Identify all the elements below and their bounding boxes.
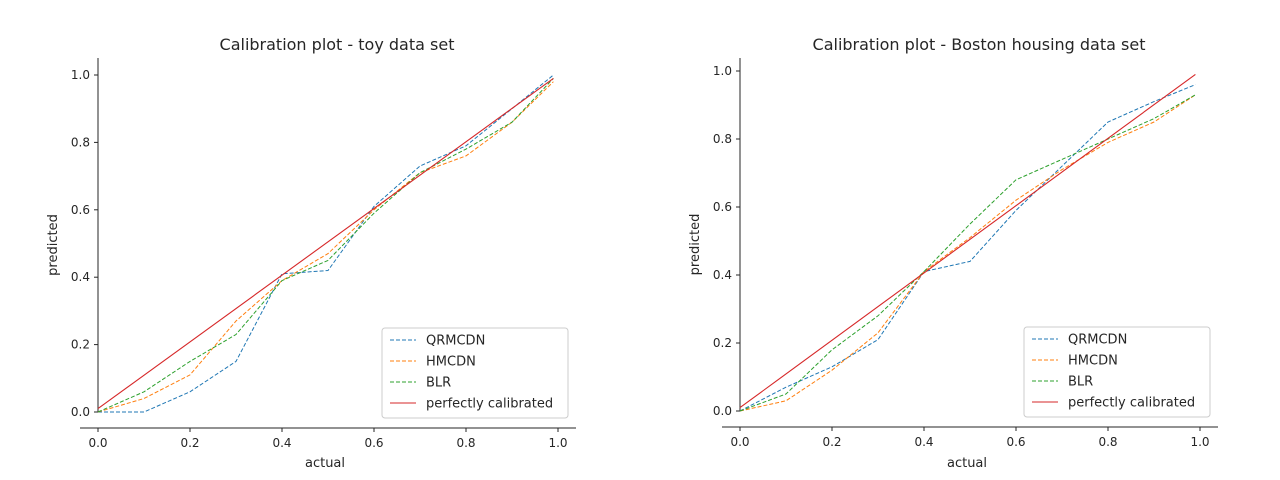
x-tick-label: 0.6 [1006, 435, 1025, 449]
y-tick-label: 0.4 [71, 270, 90, 284]
series-line-qrmcdn [98, 74, 554, 413]
series-line-perfectly-calibrated [739, 73, 1196, 409]
y-tick-label: 0.8 [713, 132, 732, 146]
x-tick-label: 0.4 [272, 436, 291, 450]
legend-entry-label: QRMCDN [426, 334, 485, 349]
legend-entry-label: perfectly calibrated [426, 397, 553, 412]
legend-entry-label: QRMCDN [1068, 333, 1127, 348]
x-tick-label: 0.6 [364, 436, 383, 450]
x-axis-label: actual [947, 456, 987, 471]
panel-boston-housing-data-set: Calibration plot - Boston housing data s… [688, 35, 1218, 471]
legend-entry-label: HMCDN [1068, 354, 1118, 369]
series-line-blr [97, 78, 554, 413]
y-tick-label: 0.6 [71, 203, 90, 217]
y-tick-label: 0.0 [71, 405, 90, 419]
x-tick-label: 0.8 [456, 436, 475, 450]
x-tick-label: 0.0 [730, 435, 749, 449]
legend-entry-label: BLR [426, 376, 451, 391]
x-tick-label: 0.4 [914, 435, 933, 449]
chart-title: Calibration plot - toy data set [220, 35, 455, 54]
y-axis-label: predicted [688, 214, 703, 276]
y-axis-label: predicted [46, 214, 61, 276]
series-line-perfectly-calibrated [97, 77, 554, 410]
legend-box [1023, 326, 1211, 418]
y-tick-label: 0.4 [713, 268, 732, 282]
legend-entry-label: HMCDN [426, 355, 476, 370]
y-tick-label: 1.0 [71, 68, 90, 82]
legend-entry-label: perfectly calibrated [1068, 396, 1195, 411]
x-tick-label: 0.0 [88, 436, 107, 450]
y-tick-label: 0.2 [713, 336, 732, 350]
x-tick-label: 1.0 [548, 436, 567, 450]
y-tick-label: 0.0 [713, 404, 732, 418]
legend: QRMCDN HMCDN BLR perfectly calibrated [381, 327, 569, 419]
x-tick-label: 0.8 [1098, 435, 1117, 449]
legend: QRMCDN HMCDN BLR perfectly calibrated [1023, 326, 1211, 418]
y-tick-label: 0.2 [71, 338, 90, 352]
y-tick-label: 0.6 [713, 200, 732, 214]
series-line-hmcdn [97, 81, 554, 413]
chart-title: Calibration plot - Boston housing data s… [813, 35, 1146, 54]
y-tick-label: 1.0 [713, 64, 732, 78]
series-line-hmcdn [739, 94, 1196, 412]
x-tick-label: 0.2 [822, 435, 841, 449]
series-line-blr [739, 94, 1196, 412]
legend-box [381, 327, 569, 419]
x-tick-label: 0.2 [180, 436, 199, 450]
legend-entry-label: BLR [1068, 375, 1093, 390]
series-line-qrmcdn [739, 84, 1196, 412]
x-axis-label: actual [305, 456, 345, 471]
panel-toy-data-set: Calibration plot - toy data set 0.0 0.2 0.4… [46, 35, 576, 471]
x-tick-label: 1.0 [1190, 435, 1209, 449]
y-tick-label: 0.8 [71, 135, 90, 149]
